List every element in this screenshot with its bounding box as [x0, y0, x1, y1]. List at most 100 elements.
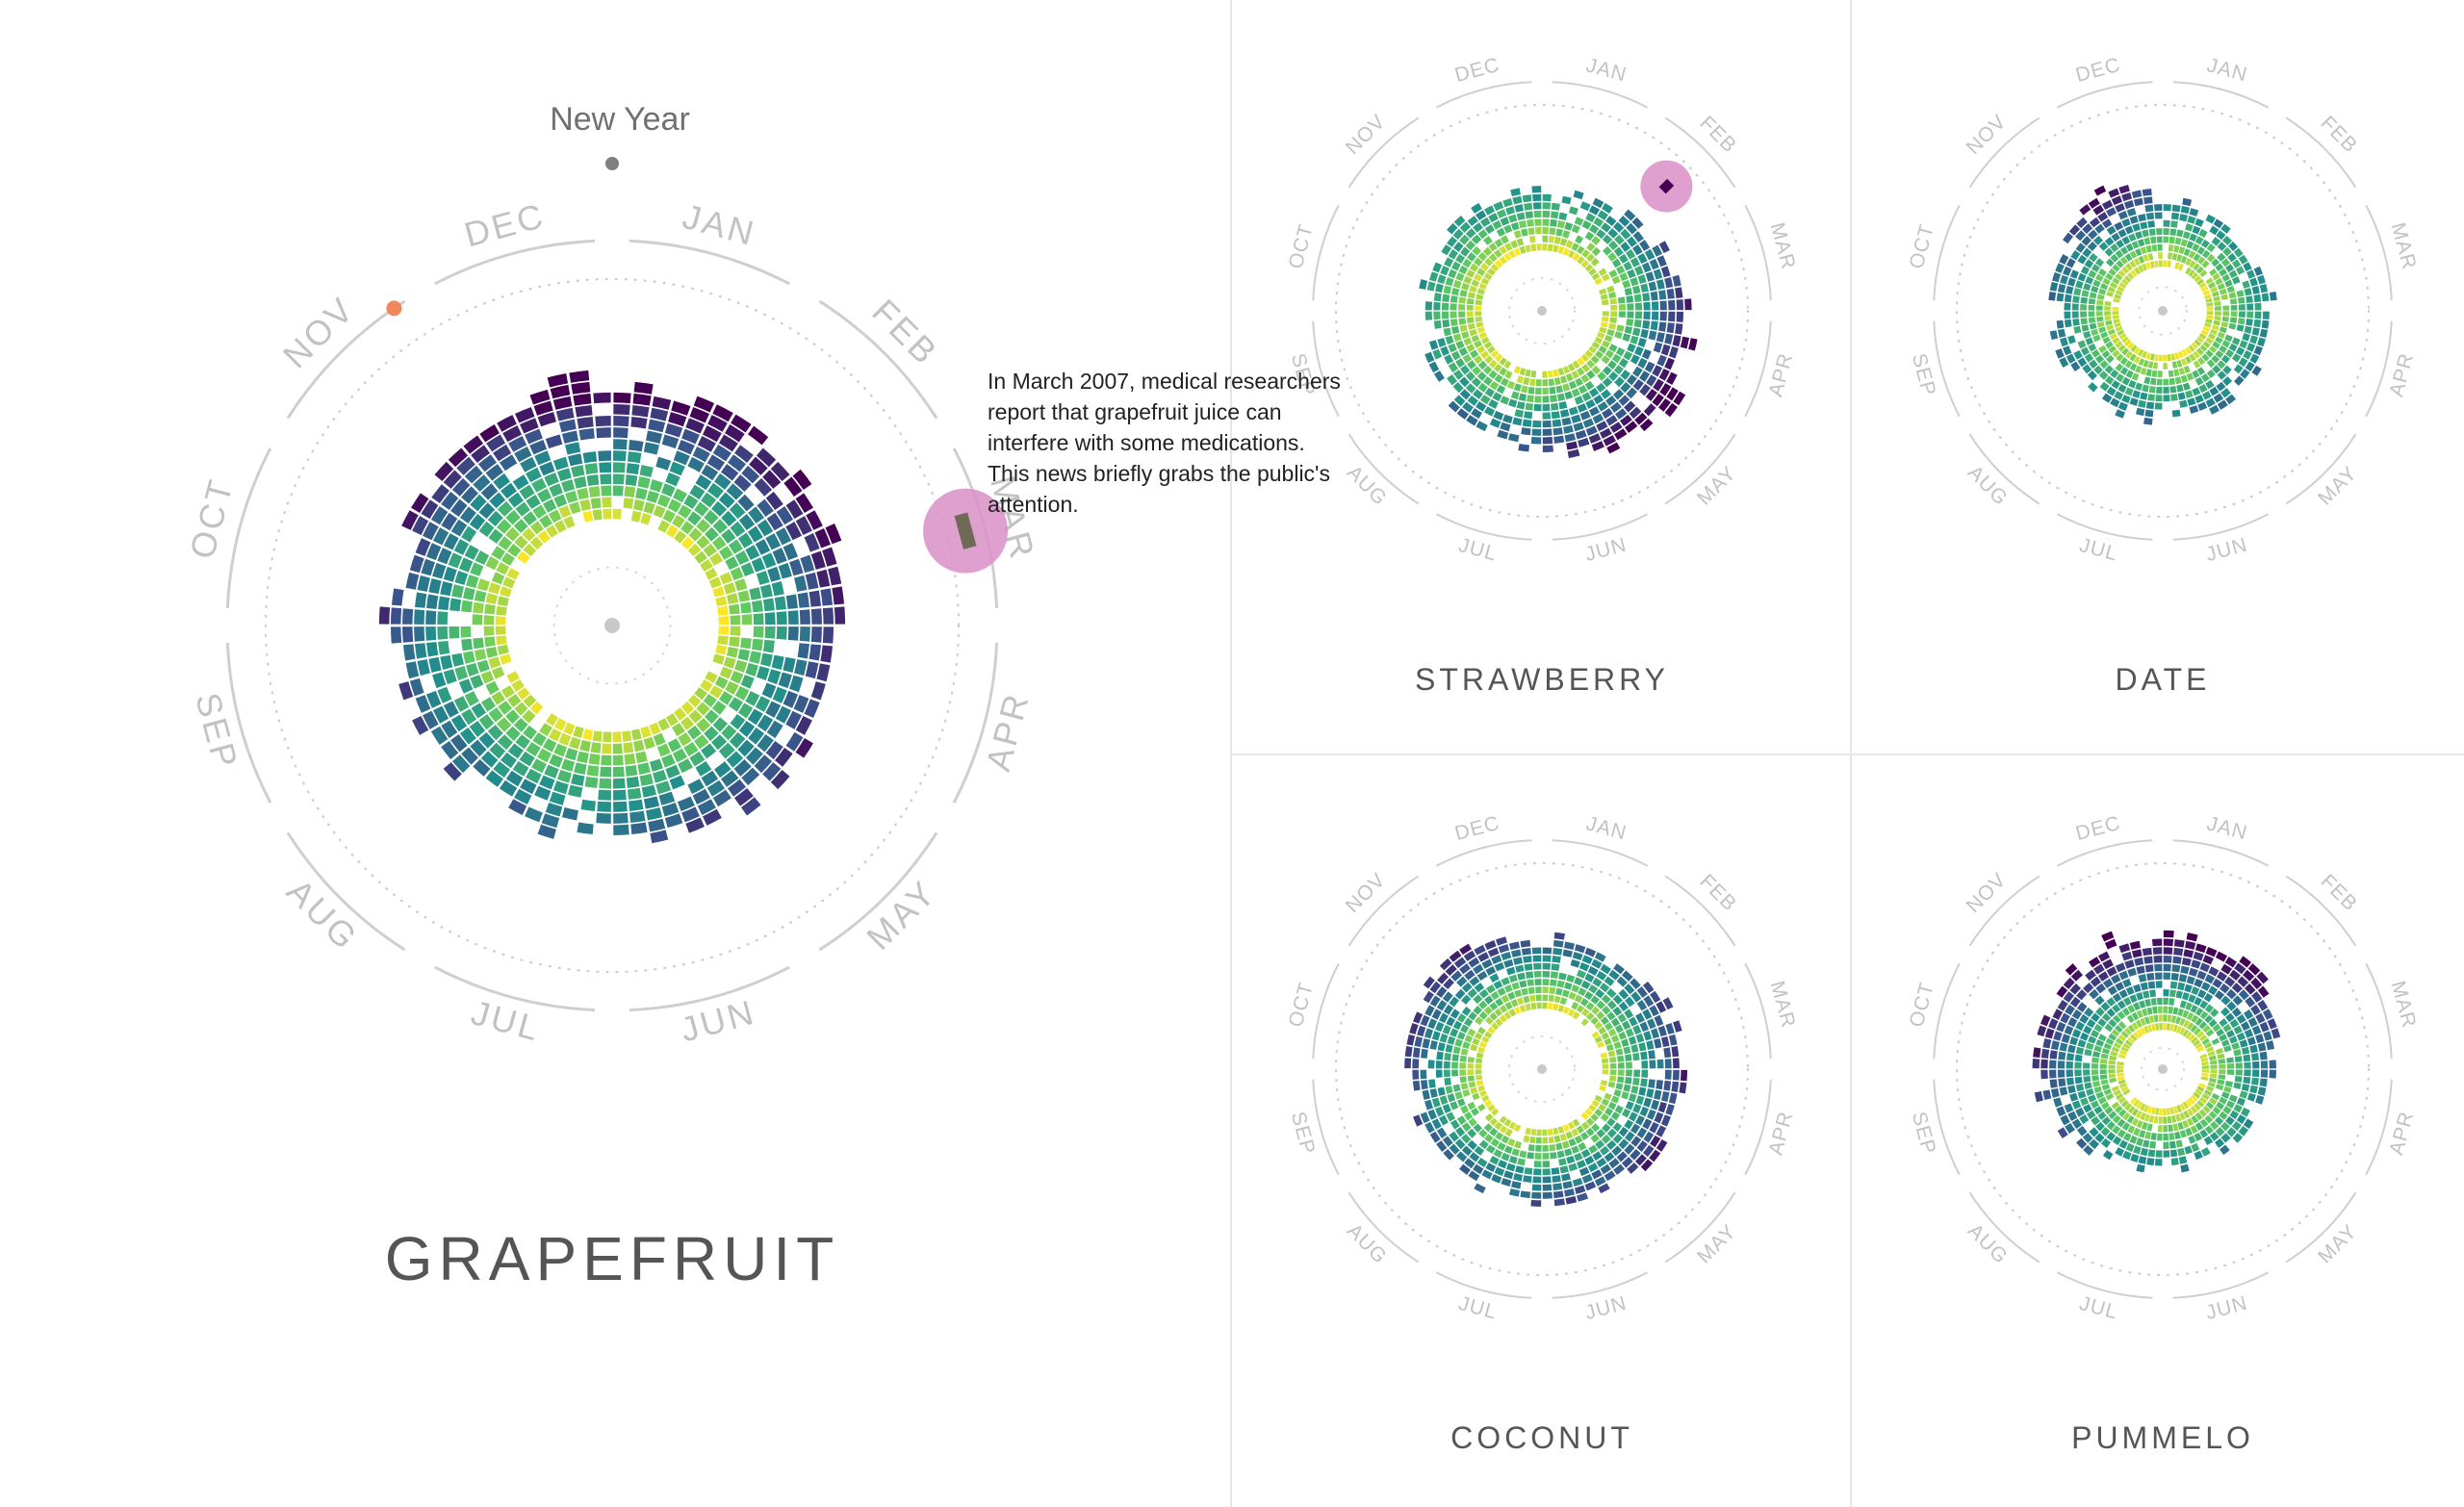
month-label-feb: FEB: [1695, 870, 1740, 915]
data-bin: [2108, 1111, 2118, 1120]
data-bin: [1406, 1034, 1416, 1046]
data-bin: [2040, 1059, 2048, 1069]
data-bin: [1528, 1136, 1536, 1144]
data-bin: [2130, 345, 2138, 352]
data-bin: [534, 785, 552, 801]
data-bin: [1665, 1022, 1675, 1034]
data-bin: [488, 582, 501, 595]
data-bin: [2118, 1109, 2127, 1117]
grapefruit-chart[interactable]: JANFEBMARAPRMAYJUNJULAUGSEPOCTNOVDECGRAP…: [182, 195, 1043, 1293]
data-bin: [734, 445, 754, 463]
data-bin: [415, 695, 431, 713]
data-bin: [1497, 987, 1506, 997]
data-bin: [2080, 266, 2090, 275]
data-bin: [696, 702, 710, 716]
data-bin: [1616, 324, 1625, 332]
data-bin: [761, 552, 777, 569]
data-bin: [1542, 243, 1548, 251]
data-bin: [1672, 1069, 1680, 1081]
data-bin: [1424, 311, 1433, 320]
data-bin: [1542, 1168, 1551, 1176]
data-bin: [2115, 341, 2123, 348]
data-bin: [2143, 1026, 2149, 1034]
data-bin: [1499, 1014, 1507, 1023]
data-bin: [2101, 931, 2115, 942]
data-bin: [603, 731, 612, 743]
data-bin: [1452, 1046, 1461, 1055]
data-bin: [2070, 969, 2083, 982]
data-bin: [2140, 1112, 2146, 1121]
data-bin: [2117, 1010, 2126, 1020]
data-bin: [1454, 1091, 1463, 1100]
month-arc: [2172, 1271, 2270, 1299]
data-bin: [2082, 247, 2092, 258]
data-bin: [656, 494, 671, 508]
data-bin: [669, 461, 685, 476]
data-bin: [2186, 1011, 2194, 1021]
data-bin: [2236, 1032, 2246, 1041]
data-bin: [2200, 329, 2209, 336]
data-bin: [599, 462, 612, 473]
data-bin: [1476, 210, 1487, 220]
data-bin: [2099, 381, 2110, 392]
data-bin: [1490, 349, 1500, 359]
data-bin: [1566, 974, 1576, 983]
data-bin: [1656, 255, 1667, 268]
month-arc: [1968, 433, 2040, 505]
data-bin: [2122, 1111, 2131, 1121]
data-bin: [2187, 216, 2196, 224]
data-bin: [2059, 1042, 2068, 1052]
data-bin: [1651, 301, 1659, 311]
data-bin: [1480, 350, 1490, 360]
data-bin: [1488, 253, 1498, 263]
data-bin: [1535, 379, 1542, 387]
data-bin: [2224, 334, 2233, 343]
data-bin: [1609, 1062, 1617, 1069]
data-bin: [1524, 411, 1533, 420]
data-bin: [2134, 267, 2141, 275]
data-bin: [2111, 1086, 2119, 1092]
data-bin: [748, 506, 765, 524]
data-bin: [1449, 1143, 1460, 1155]
month-arc: [434, 239, 596, 286]
data-bin: [1508, 1009, 1517, 1017]
data-bin: [1480, 336, 1490, 345]
data-bin: [612, 778, 626, 789]
data-bin: [1512, 417, 1523, 426]
data-bin: [2183, 1111, 2191, 1119]
data-bin: [1474, 1145, 1485, 1156]
data-bin: [2040, 1069, 2048, 1080]
data-bin: [2257, 985, 2270, 998]
data-bin: [2117, 329, 2125, 336]
month-label-aug: AUG: [1964, 461, 2013, 510]
data-bin: [1442, 294, 1450, 302]
data-bin: [2189, 260, 2196, 268]
data-bin: [1600, 1080, 1608, 1086]
data-bin: [2212, 272, 2220, 281]
data-bin: [2082, 364, 2092, 374]
data-bin: [1666, 322, 1675, 334]
data-bin: [702, 425, 722, 443]
data-bin: [2153, 956, 2163, 963]
data-bin: [1581, 1121, 1590, 1131]
data-bin: [2094, 273, 2104, 282]
data-bin: [1413, 1114, 1424, 1127]
data-bin: [1558, 1158, 1567, 1166]
data-bin: [1467, 1069, 1475, 1076]
coconut-chart[interactable]: JANFEBMARAPRMAYJUNJULAUGSEPOCTNOVDECCOCO…: [1285, 812, 1800, 1455]
data-bin: [705, 671, 718, 684]
data-bin: [795, 715, 812, 735]
data-bin: [2182, 1119, 2190, 1129]
data-bin: [565, 748, 578, 761]
data-bin: [1622, 279, 1631, 289]
data-bin: [1488, 359, 1498, 369]
data-bin: [2091, 348, 2100, 358]
data-bin: [543, 738, 557, 753]
data-bin: [1590, 995, 1600, 1005]
data-bin: [497, 734, 513, 751]
data-bin: [1477, 360, 1488, 370]
data-bin: [2206, 359, 2216, 369]
pummelo-chart[interactable]: JANFEBMARAPRMAYJUNJULAUGSEPOCTNOVDECPUMM…: [1906, 812, 2421, 1455]
strawberry-chart[interactable]: JANFEBMARAPRMAYJUNJULAUGSEPOCTNOVDECSTRA…: [1285, 54, 1800, 697]
